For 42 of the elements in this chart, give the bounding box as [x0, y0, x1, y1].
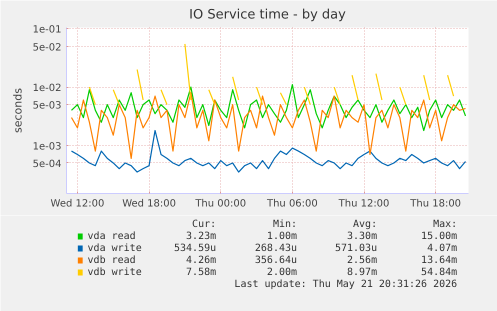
- line-series: [70, 130, 466, 173]
- text: 8.97m: [346, 267, 378, 278]
- text: Min:: [272, 219, 298, 230]
- line-series: [70, 84, 466, 132]
- legend-label: vda write: [88, 243, 142, 254]
- y-tick-label: 1e-03: [32, 141, 62, 152]
- x-tick-label: Thu 12:00: [338, 198, 390, 210]
- x-tick-label: Thu 18:00: [409, 198, 462, 210]
- text: 534.59u: [174, 243, 216, 254]
- text: 4.07m: [427, 243, 458, 254]
- legend-label: vdb read: [88, 255, 136, 266]
- text: 1.00m: [266, 231, 298, 242]
- y-tick-label: 5e-02: [32, 42, 62, 54]
- text: 2.00m: [266, 267, 298, 278]
- text: 7.58m: [186, 267, 216, 278]
- line-series: [70, 92, 466, 159]
- text: 3.23m: [186, 231, 216, 242]
- y-tick-label: 1e-01: [32, 24, 62, 36]
- x-tick-label: Thu 06:00: [266, 198, 318, 210]
- text: Last update: Thu May 21 20:31:26 2026: [234, 279, 458, 290]
- text: Max:: [433, 219, 458, 230]
- text: 4.26m: [186, 255, 216, 266]
- y-axis-title: seconds: [12, 88, 25, 133]
- y-tick-label: 5e-03: [32, 100, 62, 112]
- x-tick-label: Wed 12:00: [50, 198, 104, 210]
- y-tick-label: 5e-04: [32, 158, 62, 170]
- legend-label: vdb write: [88, 267, 142, 278]
- x-tick-label: Thu 00:00: [194, 198, 246, 210]
- chart-title: IO Service time - by day: [189, 8, 346, 22]
- text: 356.64u: [254, 255, 298, 266]
- text: Avg:: [353, 219, 378, 230]
- text: 15.00m: [421, 231, 458, 242]
- text: 571.03u: [334, 243, 378, 254]
- text: 3.30m: [346, 231, 378, 242]
- text: 54.84m: [421, 267, 458, 278]
- text: 13.64m: [421, 255, 458, 266]
- text: 268.43u: [254, 243, 298, 254]
- text: Cur:: [192, 219, 216, 230]
- legend-label: vda read: [88, 231, 136, 242]
- y-tick-label: 1e-02: [32, 83, 62, 94]
- x-tick-label: Wed 18:00: [122, 198, 176, 210]
- text: 2.56m: [346, 255, 378, 266]
